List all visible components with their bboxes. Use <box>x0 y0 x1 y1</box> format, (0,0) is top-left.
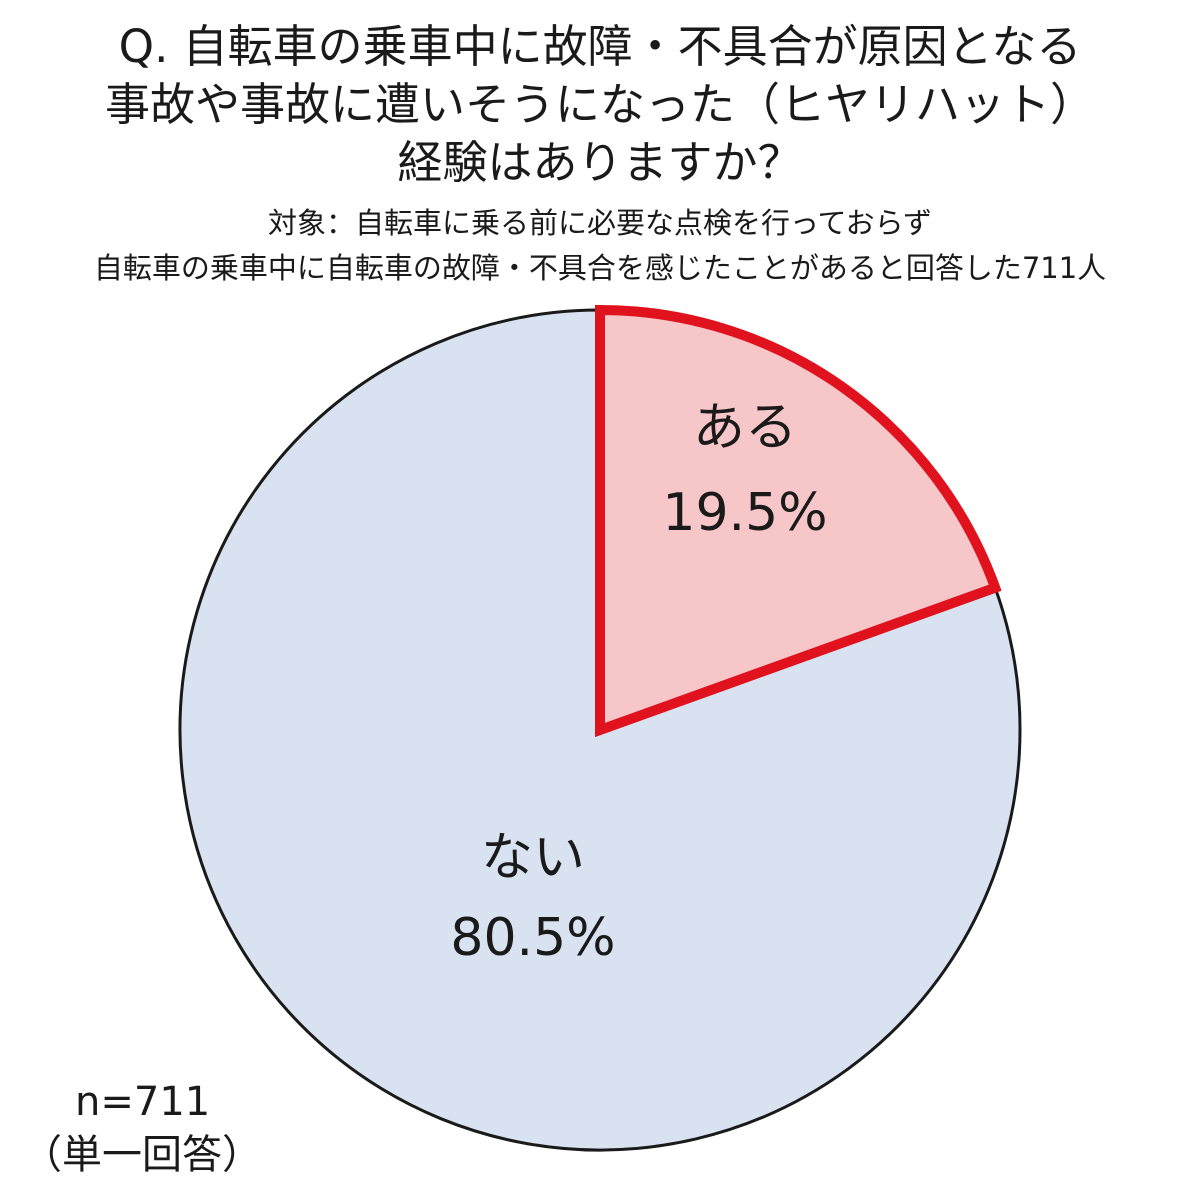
answer-type-label: （単一回答） <box>22 1132 262 1178</box>
chart-title-line-1: Q. 自転車の乗車中に故障・不具合が原因となる <box>118 20 1082 73</box>
chart-title-line-3: 経験はありますか？ <box>397 136 803 189</box>
sample-size-label: n=711 <box>75 1079 211 1125</box>
slice-label-nai: ない <box>481 828 585 888</box>
chart-subtitle-line-1: 対象：自転車に乗る前に必要な点検を行っておらず <box>267 206 933 240</box>
pie-slice-aru <box>595 304 1002 738</box>
chart-subtitle-line-2: 自転車の乗車中に自転車の故障・不具合を感じたことがあると回答した711人 <box>93 251 1107 285</box>
slice-value-aru: 19.5% <box>662 483 827 543</box>
slice-value-nai: 80.5% <box>450 908 615 968</box>
chart-title-line-2: 事故や事故に遭いそうになった（ヒヤリハット） <box>104 78 1095 131</box>
slice-label-aru: ある <box>693 398 797 458</box>
